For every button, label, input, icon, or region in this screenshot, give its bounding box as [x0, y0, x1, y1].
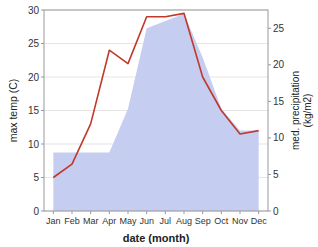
chart: 0 5 10 15 20 25 30 0 5 10 15 20 25 JanFebMarAprMayJun…: [0, 0, 318, 247]
x-tick: [90, 211, 91, 214]
x-tick: [109, 211, 110, 214]
y-tick-label: 30: [28, 5, 40, 16]
y-tick: [41, 43, 44, 44]
y2-tick-label: 15: [273, 96, 285, 107]
plot-frame: [44, 10, 268, 211]
y2-tick: [268, 137, 271, 138]
x-tick-label: Aug: [176, 216, 192, 226]
x-axis-label: date (month): [123, 232, 190, 244]
y-tick: [41, 144, 44, 145]
x-tick: [146, 211, 147, 214]
x-tick: [240, 211, 241, 214]
x-tick-label: Apr: [102, 216, 116, 226]
y2-axis-label-line: med. precipitation: [290, 71, 301, 150]
x-tick: [258, 211, 259, 214]
y-tick: [41, 77, 44, 78]
y2-axis-label: med. precipitation(kg/m2): [290, 71, 313, 150]
y2-tick: [268, 174, 271, 175]
y2-axis-label-line: (kg/m2): [302, 94, 313, 128]
y-tick: [41, 10, 44, 11]
precip-area: [53, 14, 258, 211]
y-tick-label: 10: [28, 139, 40, 150]
y-axis-label: max temp (C): [7, 79, 19, 143]
x-tick-label: Jul: [160, 216, 172, 226]
y-tick: [41, 211, 44, 212]
x-tick-label: Jun: [139, 216, 154, 226]
y2-axis: 0 5 10 15 20 25: [268, 23, 285, 217]
y2-tick: [268, 64, 271, 65]
x-tick: [221, 211, 222, 214]
x-tick: [72, 211, 73, 214]
x-tick: [128, 211, 129, 214]
data-layer: [53, 13, 258, 211]
x-tick: [184, 211, 185, 214]
y2-tick-label: 25: [273, 23, 285, 34]
x-tick-label: Mar: [83, 216, 99, 226]
y-tick-label: 25: [28, 38, 40, 49]
y-tick-label: 15: [28, 105, 40, 116]
grid: [44, 10, 268, 211]
y2-tick: [268, 101, 271, 102]
temp-line: [53, 13, 258, 177]
y-tick-label: 20: [28, 72, 40, 83]
x-tick-label: Oct: [214, 216, 229, 226]
x-tick: [53, 211, 54, 214]
y-tick-label: 0: [33, 206, 39, 217]
y2-tick-label: 20: [273, 59, 285, 70]
y-tick: [41, 110, 44, 111]
x-axis: JanFebMarAprMayJun Jul AugSepOctNovDec: [46, 211, 267, 226]
x-tick: [165, 211, 166, 214]
y2-tick-label: 5: [273, 169, 279, 180]
y2-tick-label: 10: [273, 132, 285, 143]
x-tick: [202, 211, 203, 214]
y-tick: [41, 177, 44, 178]
x-tick-label: Dec: [251, 216, 268, 226]
y-tick-label: 5: [33, 172, 39, 183]
y2-tick-label: 0: [273, 206, 279, 217]
x-tick-label: Nov: [232, 216, 249, 226]
x-tick-label: Jan: [46, 216, 61, 226]
y2-tick: [268, 211, 271, 212]
y2-tick: [268, 28, 271, 29]
x-tick-label: Feb: [64, 216, 80, 226]
x-tick-label: Sep: [195, 216, 211, 226]
x-tick-label: May: [119, 216, 137, 226]
y-axis: 0 5 10 15 20 25 30: [28, 5, 44, 217]
